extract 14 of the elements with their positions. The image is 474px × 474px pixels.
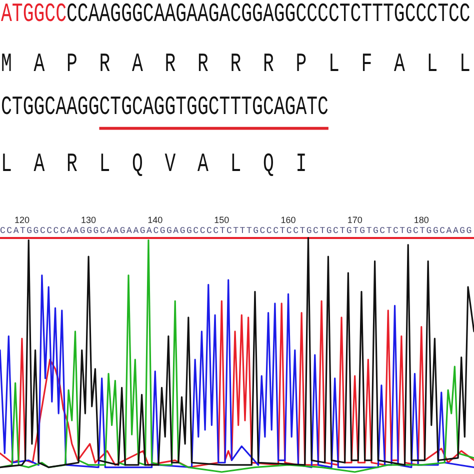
x-tick-label: 180 [414,214,429,225]
text: M A P R A R R R R P L F A L L [1,50,470,80]
text: ATGGCC [1,0,66,30]
text: L A R L Q V A L Q I [1,150,307,180]
x-tick-label: 120 [14,214,30,225]
text: CTGCAGGTGGCTTTGCAGATC [99,94,328,123]
x-tick-label: 160 [280,214,296,225]
text: CCATGGCCCCAAGGGCAAGAAGACGGAGGCCCCTCTTTGCCCTCCTGCTGCTGTGTGCTCTGCTGGCAAGG [0,226,473,236]
text: CCAAGGGCAAGAAGACGGAGGCCCCTCTTTGCCCTCC [66,0,470,30]
x-tick-label: 170 [347,214,362,225]
x-tick-label: 140 [148,214,163,225]
x-tick-label: 150 [214,214,230,225]
x-tick-label: 130 [81,214,96,225]
text: CTGGCAAGG [1,94,100,123]
